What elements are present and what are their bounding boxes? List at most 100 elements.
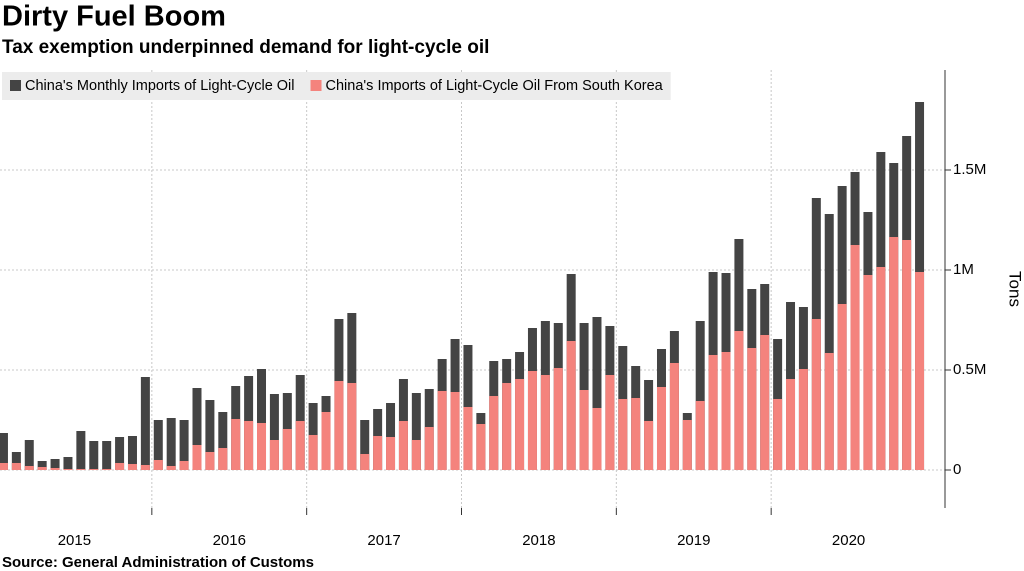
bar: [269, 440, 279, 470]
chart-subtitle: Tax exemption underpinned demand for lig…: [2, 37, 489, 58]
bar: [153, 460, 163, 470]
bar: [915, 272, 925, 470]
bar: [127, 464, 137, 470]
bar: [618, 399, 628, 470]
y-tick-label: 0.5M: [953, 361, 986, 378]
x-tick-label: 2017: [367, 532, 400, 549]
bar: [282, 429, 292, 470]
bar: [244, 421, 254, 470]
bar: [308, 435, 318, 470]
bar: [734, 331, 744, 470]
bar: [179, 420, 189, 470]
bar: [89, 469, 99, 470]
bar: [605, 375, 615, 470]
bar: [115, 463, 125, 470]
bar: [24, 440, 34, 470]
bar: [218, 412, 228, 470]
bar: [179, 461, 189, 470]
bar: [489, 396, 499, 470]
bar: [218, 448, 228, 470]
bar: [63, 457, 73, 470]
legend-swatch: [310, 80, 322, 91]
bar: [553, 368, 563, 470]
legend-label: China's Imports of Light-Cycle Oil From …: [326, 78, 664, 94]
bar: [76, 431, 86, 470]
y-tick-label: 1.5M: [953, 161, 986, 178]
bar: [515, 379, 525, 470]
bar: [850, 245, 860, 470]
bar: [747, 348, 757, 470]
bar: [295, 421, 305, 470]
bar: [373, 436, 383, 470]
bar: [37, 461, 47, 470]
bar: [89, 441, 99, 470]
bar: [166, 418, 176, 470]
bar: [579, 390, 589, 470]
bar: [398, 421, 408, 470]
bar: [205, 400, 215, 470]
y-tick-label: 1M: [953, 261, 974, 278]
bar: [360, 420, 370, 470]
bar: [502, 383, 512, 470]
bar: [153, 420, 163, 470]
bar: [231, 419, 241, 470]
bar: [695, 321, 705, 470]
bar: [902, 240, 912, 470]
bar: [656, 387, 666, 470]
bar: [889, 237, 899, 470]
legend-label: China's Monthly Imports of Light-Cycle O…: [25, 78, 295, 94]
bar: [11, 463, 21, 470]
bar: [102, 441, 112, 470]
bar: [50, 468, 60, 470]
x-tick-label: 2020: [832, 532, 865, 549]
bar: [592, 317, 602, 470]
bar: [257, 369, 267, 470]
bar: [192, 388, 202, 470]
bar: [192, 445, 202, 470]
bar: [695, 401, 705, 470]
bar: [682, 420, 692, 470]
x-tick-label: 2016: [213, 532, 246, 549]
x-tick-label: 2018: [522, 532, 555, 549]
y-tick-label: 0: [953, 461, 961, 478]
bar: [0, 463, 8, 470]
bar: [347, 383, 357, 470]
bar: [386, 403, 396, 470]
bar: [721, 352, 731, 470]
x-tick-label: 2015: [58, 532, 91, 549]
legend: China's Monthly Imports of Light-Cycle O…: [2, 72, 671, 100]
source: Source: General Administration of Custom…: [2, 554, 314, 571]
bar: [140, 465, 150, 470]
bar: [463, 407, 473, 470]
bar: [321, 412, 331, 470]
bar: [269, 394, 279, 470]
bar: [411, 440, 421, 470]
bar: [760, 335, 770, 470]
bar: [0, 433, 8, 470]
bar: [11, 452, 21, 470]
bar: [837, 304, 847, 470]
bar: [527, 371, 537, 470]
x-tick-label: 2019: [677, 532, 710, 549]
bar: [863, 275, 873, 470]
bar: [669, 363, 679, 470]
bar: [50, 459, 60, 470]
bar: [450, 392, 460, 470]
bar: [708, 355, 718, 470]
bar: [360, 454, 370, 470]
bar: [566, 341, 576, 470]
bar: [102, 469, 112, 470]
bar: [63, 469, 73, 470]
bar: [644, 421, 654, 470]
bar: [540, 375, 550, 470]
bar: [205, 452, 215, 470]
bar: [631, 398, 641, 470]
bar: [257, 423, 267, 470]
bar: [24, 466, 34, 470]
bar: [334, 381, 344, 470]
chart-title: Dirty Fuel Boom: [2, 1, 226, 33]
bar: [824, 214, 834, 470]
bar: [824, 353, 834, 470]
bar: [786, 379, 796, 470]
